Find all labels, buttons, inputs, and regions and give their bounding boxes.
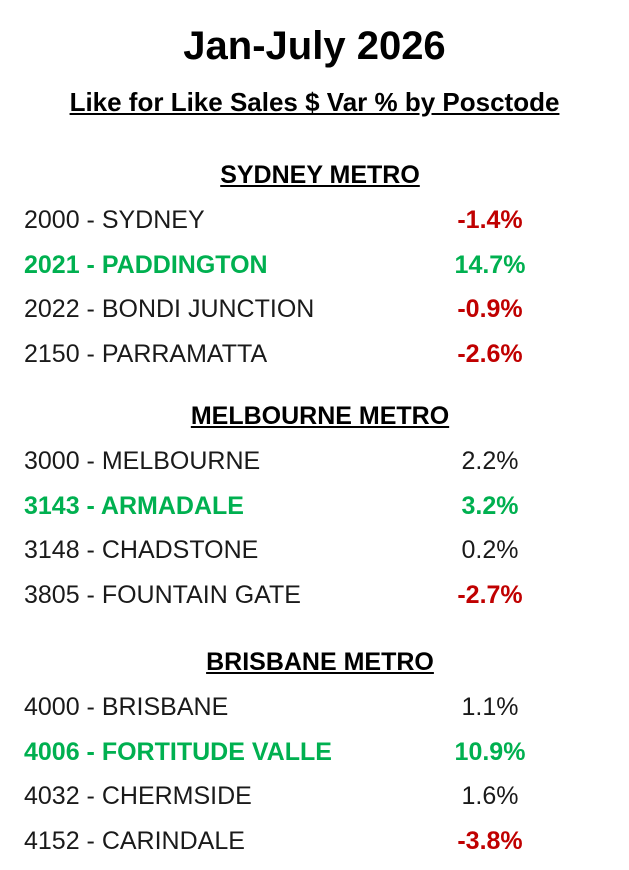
section-heading: MELBOURNE METRO <box>190 402 450 430</box>
row-label: 2000 - SYDNEY <box>24 208 205 233</box>
section-heading: BRISBANE METRO <box>206 648 434 676</box>
row-label: 2150 - PARRAMATTA <box>24 341 268 367</box>
subtitle: Like for Like Sales $ Var % by Posctode <box>69 87 560 117</box>
row-label: 3143 - ARMADALE <box>24 493 244 519</box>
row-label: 4032 - CHERMSIDE <box>24 784 252 809</box>
row-value: 10.9% <box>454 737 526 766</box>
section-heading: SYDNEY METRO <box>220 161 420 189</box>
row-value: -0.9% <box>457 295 523 323</box>
row-label: 3000 - MELBOURNE <box>24 449 261 474</box>
row-value: 2.2% <box>461 447 519 475</box>
row-value: -3.8% <box>457 826 523 855</box>
row-value: -2.7% <box>457 580 523 609</box>
row-label: 3148 - CHADSTONE <box>24 538 259 563</box>
row-value: 14.7% <box>454 250 526 279</box>
row-label: 2021 - PADDINGTON <box>24 252 268 278</box>
row-label: 4000 - BRISBANE <box>24 695 229 720</box>
row-value: 1.6% <box>461 782 519 810</box>
row-value: 0.2% <box>461 536 519 564</box>
row-value: -1.4% <box>457 206 523 234</box>
row-label: 4006 - FORTITUDE VALLE <box>24 739 332 765</box>
row-label: 3805 - FOUNTAIN GATE <box>24 582 301 608</box>
row-value: -2.6% <box>457 339 523 368</box>
row-value: 1.1% <box>461 693 519 721</box>
title: Jan-July 2026 <box>183 24 446 68</box>
row-value: 3.2% <box>461 491 519 520</box>
row-label: 2022 - BONDI JUNCTION <box>24 297 315 322</box>
row-label: 4152 - CARINDALE <box>24 828 245 854</box>
